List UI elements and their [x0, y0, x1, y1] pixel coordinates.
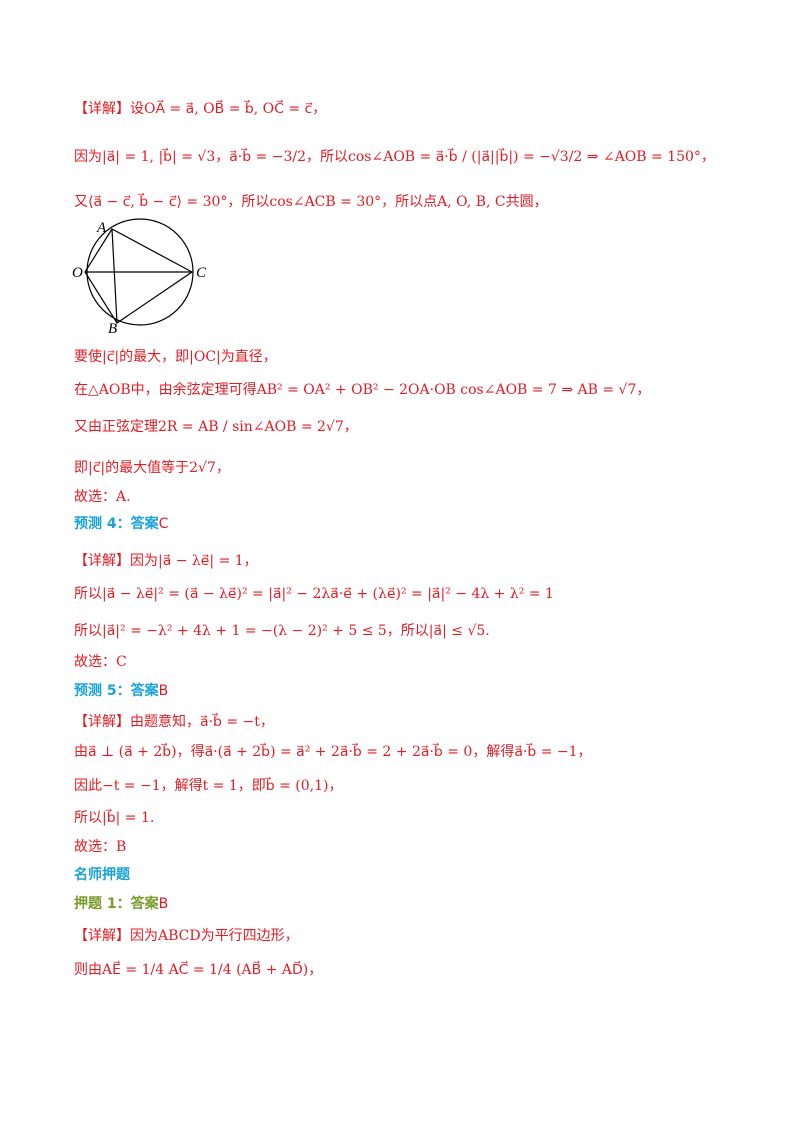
answer: B	[158, 683, 169, 699]
heading-text: 押题 1：答案	[74, 896, 159, 912]
line: 所以|b⃗| = 1.	[74, 810, 155, 826]
heading: 预测 4：答案C	[74, 513, 168, 533]
line: 故选：B	[74, 839, 127, 855]
line: 【详解】设OA⃗ = a⃗, OB⃗ = b⃗, OC⃗ = c⃗，	[74, 101, 327, 117]
line: 又由正弦定理2R = AB / sin∠AOB = 2√7，	[74, 419, 358, 435]
point-label: A	[96, 220, 107, 236]
point-label: O	[72, 265, 83, 281]
answer: C	[158, 516, 169, 532]
heading: 押题 1：答案B	[74, 893, 168, 913]
line: 故选：A.	[74, 489, 131, 505]
line: 在△AOB中，由余弦定理可得AB² = OA² + OB² − 2OA·OB c…	[74, 382, 651, 398]
heading-text: 预测 4：答案	[74, 516, 159, 532]
line: 所以|a⃗|² = −λ² + 4λ + 1 = −(λ − 2)² + 5 ≤…	[74, 623, 490, 639]
line: 又⟨a⃗ − c⃗, b⃗ − c⃗⟩ = 30°，所以cos∠ACB = 30…	[74, 194, 548, 210]
line: 因为|a⃗| = 1, |b⃗| = √3，a⃗·b⃗ = −3/2，所以cos…	[74, 149, 715, 165]
heading-text: 预测 5：答案	[74, 683, 159, 699]
line: 故选：C	[74, 654, 127, 670]
line: 【详解】由题意知，a⃗·b⃗ = −t，	[74, 714, 274, 730]
line: 因此−t = −1，解得t = 1，即b⃗ = (0,1)，	[74, 778, 343, 794]
point-label: B	[108, 321, 117, 337]
line: 即|c⃗|的最大值等于2√7，	[74, 460, 230, 476]
line: 要使|c⃗|的最大，即|OC|为直径，	[74, 349, 277, 365]
line: 所以|a⃗ − λe⃗|² = (a⃗ − λe⃗)² = |a⃗|² − 2λ…	[74, 586, 554, 602]
answer: B	[158, 896, 169, 912]
line: 【详解】因为ABCD为平行四边形，	[74, 928, 299, 944]
heading: 预测 5：答案B	[74, 680, 168, 700]
diagram: A O B C	[72, 218, 207, 337]
line: 由a⃗ ⊥ (a⃗ + 2b⃗)，得a⃗·(a⃗ + 2b⃗) = a⃗² + …	[74, 744, 592, 760]
line: 【详解】因为|a⃗ − λe⃗| = 1，	[74, 553, 258, 569]
section-title: 名师押题	[74, 867, 130, 883]
point-label: C	[196, 265, 207, 281]
line: 则由AE⃗ = 1/4 AC⃗ = 1/4 (AB⃗ + AD⃗)，	[74, 962, 323, 978]
